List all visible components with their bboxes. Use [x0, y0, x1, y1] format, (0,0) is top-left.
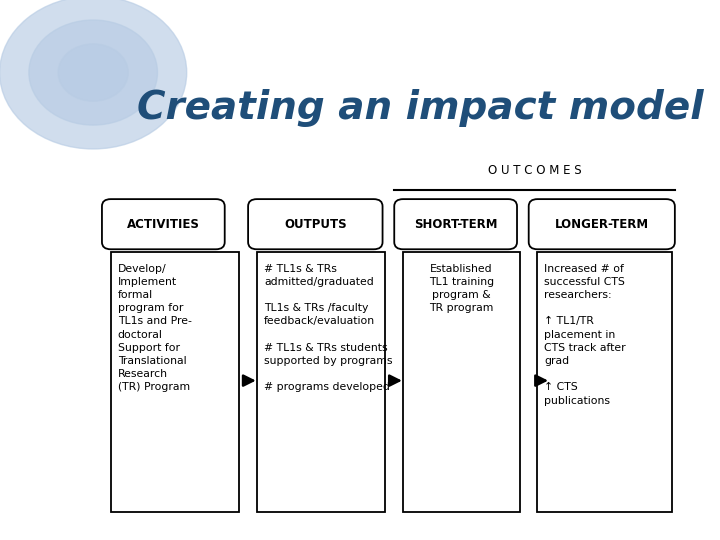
- FancyBboxPatch shape: [395, 199, 517, 249]
- Text: OUTPUTS: OUTPUTS: [284, 218, 346, 231]
- FancyBboxPatch shape: [403, 252, 520, 512]
- Text: Creating an impact model: Creating an impact model: [138, 89, 704, 127]
- FancyBboxPatch shape: [537, 252, 672, 512]
- Circle shape: [29, 20, 158, 125]
- FancyBboxPatch shape: [528, 199, 675, 249]
- Text: LONGER-TERM: LONGER-TERM: [554, 218, 649, 231]
- Circle shape: [58, 44, 128, 101]
- FancyBboxPatch shape: [102, 199, 225, 249]
- Text: O U T C O M E S: O U T C O M E S: [487, 164, 581, 177]
- Text: Established
TL1 training
program &
TR program: Established TL1 training program & TR pr…: [429, 264, 494, 313]
- Text: Increased # of
successful CTS
researchers:

↑ TL1/TR
placement in
CTS track afte: Increased # of successful CTS researcher…: [544, 264, 626, 406]
- FancyBboxPatch shape: [257, 252, 385, 512]
- Text: SHORT-TERM: SHORT-TERM: [414, 218, 498, 231]
- Circle shape: [0, 0, 186, 149]
- Text: # TL1s & TRs
admitted/graduated

TL1s & TRs /faculty
feedback/evaluation

# TL1s: # TL1s & TRs admitted/graduated TL1s & T…: [264, 264, 392, 393]
- FancyBboxPatch shape: [111, 252, 239, 512]
- Text: ACTIVITIES: ACTIVITIES: [127, 218, 199, 231]
- Text: Develop/
Implement
formal
program for
TL1s and Pre-
doctoral
Support for
Transla: Develop/ Implement formal program for TL…: [118, 264, 192, 393]
- FancyBboxPatch shape: [248, 199, 382, 249]
